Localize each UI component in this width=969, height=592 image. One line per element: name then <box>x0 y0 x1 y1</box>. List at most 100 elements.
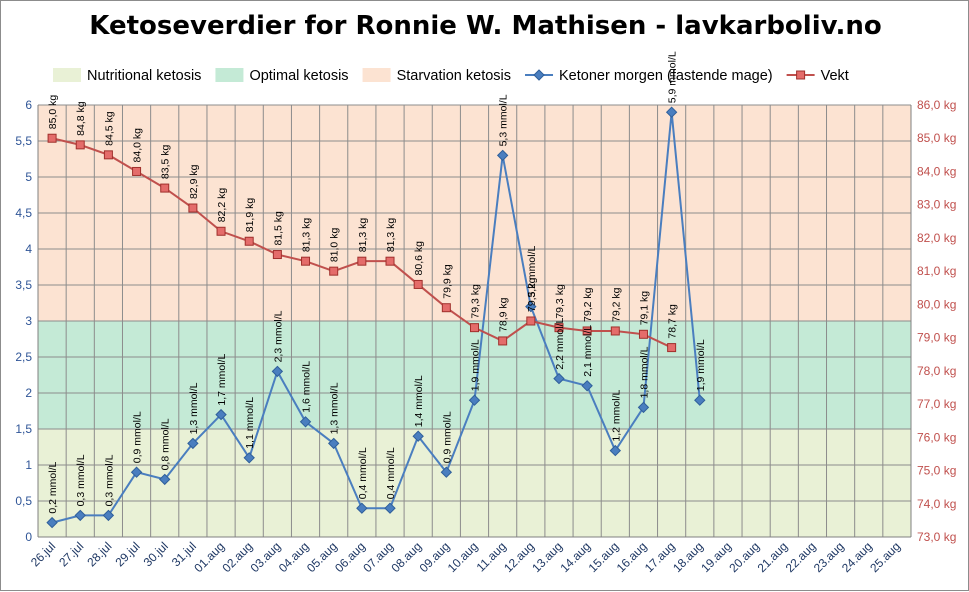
weight-data-label: 78,7 kg <box>667 304 679 339</box>
weight-point <box>610 326 620 336</box>
y-left-tick-label: 0 <box>25 530 32 544</box>
x-tick-label: 28.jul <box>84 539 114 569</box>
weight-point <box>667 343 677 353</box>
ketone-data-label: 0,3 mmol/L <box>75 454 87 506</box>
ketone-point <box>102 509 115 522</box>
ketone-point <box>215 408 227 421</box>
weight-point <box>244 236 254 246</box>
ketone-data-label: 0,2 mmol/L <box>47 462 59 514</box>
weight-data-label: 81,3 kg <box>301 218 313 253</box>
y-right-tick-label: 79,0 kg <box>917 331 956 345</box>
x-tick-label: 17.aug <box>642 539 678 575</box>
x-tick-label: 16.aug <box>614 539 650 575</box>
y-left-tick-label: 5 <box>25 170 32 184</box>
weight-point <box>301 256 311 266</box>
weight-data-label: 79,2 kg <box>610 287 622 322</box>
legend-swatch-band-2 <box>362 68 391 82</box>
legend-marker-series-0 <box>533 69 545 81</box>
y-right-tick-label: 76,0 kg <box>917 430 956 444</box>
y-right-tick-label: 84,0 kg <box>917 164 956 178</box>
y-left-tick-label: 4 <box>25 242 32 256</box>
ketone-point <box>46 516 58 529</box>
ketone-data-label: 0,3 mmol/L <box>103 454 115 506</box>
y-right-tick-label: 85,0 kg <box>917 131 956 145</box>
x-tick-label: 03.aug <box>248 539 284 575</box>
weight-data-label: 79,5 kg <box>526 277 538 312</box>
x-tick-label: 27.jul <box>56 539 86 569</box>
ketone-data-label: 3,2 mmol/L <box>526 246 538 298</box>
y-left-tick-label: 2,5 <box>15 350 32 364</box>
x-tick-label: 18.aug <box>670 539 706 575</box>
x-tick-label: 13.aug <box>529 539 565 575</box>
x-tick-label: 10.aug <box>445 539 481 575</box>
legend-label-band-0: Nutritional ketosis <box>87 68 201 84</box>
x-tick-label: 19.aug <box>698 539 734 575</box>
ketone-point <box>665 106 678 118</box>
ketone-point <box>694 394 706 406</box>
weight-point <box>554 323 564 333</box>
y-right-tick-label: 81,0 kg <box>917 264 956 278</box>
ketone-point <box>609 444 622 457</box>
series-line-0 <box>51 112 701 524</box>
y-right-tick-label: 80,0 kg <box>917 297 956 311</box>
ketone-point <box>496 149 509 162</box>
weight-data-label: 80,6 kg <box>413 241 425 276</box>
legend-label-band-1: Optimal ketosis <box>249 68 348 84</box>
ketone-point <box>581 380 593 392</box>
weight-data-label: 81,5 kg <box>272 211 284 246</box>
y-left-tick-label: 0,5 <box>15 494 32 508</box>
ketone-point <box>271 365 284 378</box>
weight-point <box>329 266 339 276</box>
x-tick-label: 04.aug <box>276 539 312 575</box>
weight-point <box>272 250 282 260</box>
weight-data-label: 81,3 kg <box>357 218 369 253</box>
legend: Nutritional ketosis Optimal ketosis Starva… <box>53 68 849 84</box>
weight-point <box>216 226 226 236</box>
y-right-tick-label: 74,0 kg <box>917 497 956 511</box>
x-tick-label: 15.aug <box>586 539 622 575</box>
weight-point <box>582 326 592 336</box>
y-right-tick-label: 83,0 kg <box>917 198 956 212</box>
weight-data-label: 81,3 kg <box>385 218 397 253</box>
weight-point <box>160 183 170 193</box>
ketone-data-label: 0,4 mmol/L <box>357 447 369 499</box>
x-tick-label: 24.aug <box>839 539 875 575</box>
x-tick-label: 23.aug <box>811 539 847 575</box>
x-tick-label: 12.aug <box>501 539 537 575</box>
ketone-point <box>384 502 396 514</box>
y-left-tick-label: 2 <box>25 386 32 400</box>
weight-data-label: 81,0 kg <box>329 228 341 263</box>
x-tick-label: 02.aug <box>219 539 255 575</box>
ketone-point <box>159 473 171 486</box>
weight-point <box>441 303 451 313</box>
weight-point <box>413 279 423 289</box>
x-tick-label: 05.aug <box>304 539 340 575</box>
legend-swatch-band-0 <box>53 68 81 82</box>
x-tick-label: 07.aug <box>360 539 396 575</box>
ketone-point <box>637 401 650 414</box>
weight-data-label: 79,2 kg <box>582 287 594 322</box>
weight-point <box>47 133 57 143</box>
ketone-data-label: 1,9 mmol/L <box>695 339 707 391</box>
y-right-tick-label: 75,0 kg <box>917 464 956 478</box>
x-tick-label: 22.aug <box>783 539 819 575</box>
ketone-data-label: 1,9 mmol/L <box>470 339 482 391</box>
ketone-point <box>356 502 368 514</box>
ketone-data-label: 1,1 mmol/L <box>244 397 256 449</box>
ketone-point <box>553 372 565 385</box>
y-left-tick-label: 3 <box>25 314 32 328</box>
ketone-data-label: 1,4 mmol/L <box>413 375 425 427</box>
weight-point <box>526 316 536 326</box>
weight-point <box>75 140 85 150</box>
ketone-point <box>412 430 424 442</box>
weight-data-label: 84,8 kg <box>75 101 87 136</box>
weight-data-label: 79,1 kg <box>638 291 650 326</box>
weight-data-label: 82,9 kg <box>188 164 200 199</box>
ketone-point <box>299 416 312 428</box>
ketone-data-label: 1,8 mmol/L <box>638 346 650 398</box>
weight-data-label: 78,9 kg <box>498 297 510 332</box>
weight-point <box>357 256 367 266</box>
x-tick-label: 09.aug <box>417 539 453 575</box>
ketone-data-label: 2,1 mmol/L <box>582 325 594 377</box>
x-tick-label: 08.aug <box>388 539 424 575</box>
